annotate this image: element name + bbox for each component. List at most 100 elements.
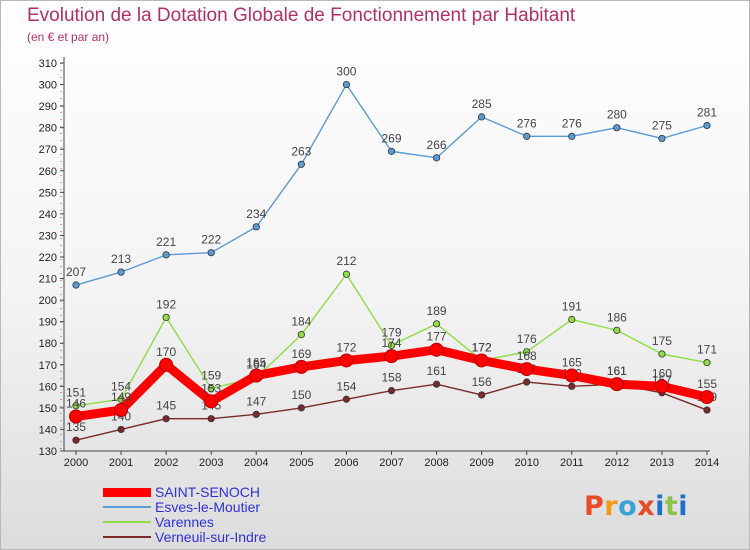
data-label: 161 [607, 364, 627, 378]
data-label: 151 [66, 386, 86, 400]
data-point [387, 387, 396, 395]
y-tick-label: 300 [39, 80, 57, 92]
data-point [159, 357, 174, 372]
data-point [387, 341, 396, 349]
data-label: 147 [246, 394, 266, 408]
y-tick-label: 220 [39, 252, 57, 264]
data-label: 150 [291, 388, 311, 402]
x-tick-label: 2002 [154, 457, 178, 469]
legend: SAINT-SENOCH Esves-le-Moutier Varennes V… [103, 484, 353, 545]
x-tick-label: 2007 [379, 457, 403, 469]
data-label: 160 [652, 366, 672, 380]
data-point [429, 342, 444, 357]
data-label: 159 [201, 368, 221, 382]
data-label: 135 [66, 420, 86, 434]
logo-letter: i [655, 491, 665, 522]
data-label: 176 [517, 332, 537, 346]
legend-label: Esves-le-Moutier [155, 499, 261, 515]
data-point [703, 359, 711, 367]
x-tick-label: 2009 [469, 457, 493, 469]
data-point [117, 268, 125, 276]
data-label: 169 [291, 347, 311, 361]
data-point [613, 124, 621, 132]
data-point [69, 409, 83, 424]
data-point [117, 425, 125, 434]
legend-item: Verneuil-sur-Indre [103, 529, 353, 545]
legend-label: Verneuil-sur-Indre [155, 529, 267, 545]
data-point [568, 132, 576, 140]
y-tick-label: 270 [39, 144, 57, 156]
data-label: 171 [697, 343, 717, 357]
data-point [703, 406, 711, 414]
data-point [703, 121, 711, 130]
data-label: 189 [427, 304, 447, 318]
y-tick-label: 170 [39, 360, 57, 372]
y-tick-label: 140 [39, 424, 57, 436]
data-point [568, 382, 576, 390]
y-tick-label: 250 [39, 187, 57, 199]
data-point [700, 390, 714, 405]
data-label: 234 [246, 207, 266, 221]
data-point [658, 350, 666, 358]
data-label: 153 [201, 381, 221, 395]
data-point [162, 415, 170, 423]
data-point [339, 353, 354, 368]
data-point [519, 362, 534, 377]
data-point [72, 436, 80, 444]
legend-swatch [103, 521, 151, 523]
data-point [342, 395, 351, 403]
data-label: 177 [427, 330, 447, 344]
data-point [474, 353, 489, 368]
data-label: 213 [111, 252, 131, 266]
x-tick-label: 2013 [650, 457, 674, 469]
data-point [342, 270, 351, 278]
data-label: 158 [381, 371, 401, 385]
data-point [252, 223, 260, 231]
legend-item: Esves-le-Moutier [103, 499, 353, 515]
data-label: 155 [697, 377, 717, 391]
x-tick-label: 2003 [199, 457, 223, 469]
data-point [523, 348, 531, 356]
y-tick-label: 130 [39, 446, 57, 458]
data-label: 179 [381, 325, 401, 339]
data-label: 212 [336, 254, 356, 268]
logo-letter: r [604, 491, 619, 522]
y-tick-label: 160 [39, 381, 57, 393]
data-point [478, 113, 486, 121]
x-tick-label: 2012 [605, 457, 629, 469]
data-label: 186 [607, 310, 627, 324]
data-label: 275 [652, 118, 672, 132]
data-label: 281 [697, 106, 717, 120]
data-label: 154 [111, 379, 131, 393]
data-point [478, 391, 486, 399]
x-tick-label: 2010 [514, 457, 538, 469]
legend-swatch [103, 506, 151, 508]
data-label: 175 [652, 334, 672, 348]
data-label: 172 [472, 340, 492, 354]
data-point [654, 379, 669, 394]
data-label: 145 [156, 399, 176, 413]
data-point [609, 377, 624, 392]
y-tick-label: 210 [39, 274, 57, 286]
data-point [249, 368, 264, 383]
data-point [114, 403, 129, 418]
legend-label: SAINT-SENOCH [155, 484, 261, 500]
data-point [432, 154, 441, 162]
data-point [162, 251, 170, 259]
data-label: 269 [381, 131, 401, 145]
proxiti-logo: Proxiti [584, 491, 688, 522]
data-point [568, 315, 576, 324]
data-label: 207 [66, 265, 86, 279]
data-label: 165 [246, 356, 266, 370]
legend-item: Varennes [103, 514, 353, 530]
legend-item: SAINT-SENOCH [103, 484, 353, 500]
data-point [72, 281, 80, 289]
data-point [207, 249, 215, 257]
data-point [432, 380, 441, 388]
data-label: 168 [517, 349, 537, 363]
data-label: 161 [427, 364, 447, 378]
data-label: 156 [472, 375, 492, 389]
data-label: 184 [291, 315, 311, 329]
data-label: 222 [201, 233, 221, 247]
